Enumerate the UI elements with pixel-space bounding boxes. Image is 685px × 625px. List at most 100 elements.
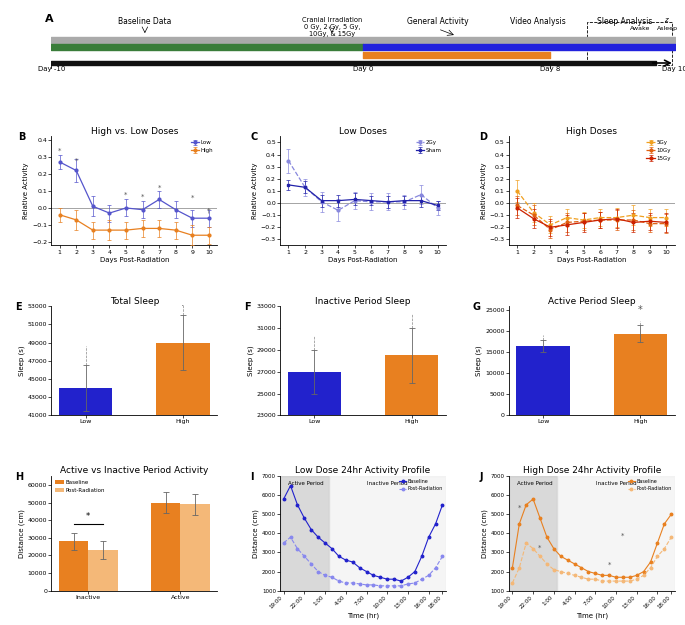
Line: Baseline: Baseline xyxy=(282,484,444,582)
Text: C: C xyxy=(250,132,258,142)
Text: *: * xyxy=(58,148,62,154)
Post-Radiation xyxy=(612,578,620,585)
Post-Radiation xyxy=(279,539,288,547)
Post-Radiation xyxy=(508,579,516,587)
Baseline xyxy=(307,526,315,533)
Post-Radiation xyxy=(543,560,551,568)
Text: Video Analysis: Video Analysis xyxy=(510,17,565,26)
Legend: 5Gy, 10Gy, 15Gy: 5Gy, 10Gy, 15Gy xyxy=(645,139,672,162)
Text: A: A xyxy=(45,14,53,24)
Bar xyxy=(385,356,438,625)
Post-Radiation xyxy=(660,545,669,552)
Baseline xyxy=(362,568,371,575)
Baseline xyxy=(321,539,329,547)
Baseline xyxy=(328,545,336,552)
Baseline xyxy=(564,556,572,564)
Post-Radiation xyxy=(418,576,426,583)
Baseline xyxy=(515,520,523,528)
Text: Day 8: Day 8 xyxy=(540,66,560,72)
Text: *: * xyxy=(141,194,145,199)
Text: *: * xyxy=(75,158,78,164)
Baseline xyxy=(369,572,377,579)
Baseline xyxy=(508,564,516,571)
Post-Radiation xyxy=(328,574,336,581)
Baseline xyxy=(279,495,288,502)
Baseline xyxy=(397,578,405,585)
Title: Active Period Sleep: Active Period Sleep xyxy=(548,296,636,306)
Text: J: J xyxy=(479,472,483,482)
Text: Awake: Awake xyxy=(630,26,650,31)
Bar xyxy=(509,476,558,591)
Post-Radiation xyxy=(404,580,412,587)
Baseline xyxy=(418,552,426,560)
Post-Radiation xyxy=(286,534,295,541)
Post-Radiation xyxy=(335,578,343,585)
Title: Inactive Period Sleep: Inactive Period Sleep xyxy=(315,296,411,306)
Title: Low Dose 24hr Activity Profile: Low Dose 24hr Activity Profile xyxy=(295,466,431,476)
Post-Radiation xyxy=(653,552,662,560)
Post-Radiation xyxy=(432,564,440,571)
Text: D: D xyxy=(479,132,487,142)
Baseline xyxy=(584,568,593,575)
Text: *: * xyxy=(124,192,127,198)
Post-Radiation xyxy=(584,576,593,583)
Baseline xyxy=(633,572,641,579)
Baseline xyxy=(625,574,634,581)
Post-Radiation xyxy=(591,576,599,583)
Post-Radiation xyxy=(356,580,364,587)
Text: *: * xyxy=(538,544,542,551)
Post-Radiation xyxy=(536,552,544,560)
Text: Asleep: Asleep xyxy=(658,26,678,31)
Text: Active Period: Active Period xyxy=(288,481,324,486)
Baseline xyxy=(571,560,579,568)
Baseline xyxy=(522,501,530,509)
Y-axis label: Relative Activity: Relative Activity xyxy=(23,162,29,219)
Bar xyxy=(329,476,446,591)
Line: Baseline: Baseline xyxy=(511,498,673,579)
Baseline xyxy=(404,574,412,581)
Y-axis label: Sleep (s): Sleep (s) xyxy=(476,346,482,376)
X-axis label: Days Post-Radiation: Days Post-Radiation xyxy=(557,258,627,263)
Title: High Doses: High Doses xyxy=(566,127,617,136)
Post-Radiation xyxy=(633,576,641,583)
Text: *: * xyxy=(608,562,611,568)
Baseline xyxy=(411,568,419,575)
Baseline xyxy=(577,564,586,571)
Baseline xyxy=(300,514,308,522)
Y-axis label: Sleep (s): Sleep (s) xyxy=(247,346,253,376)
Text: G: G xyxy=(473,302,480,312)
Baseline xyxy=(550,545,558,552)
Baseline xyxy=(314,534,322,541)
Post-Radiation xyxy=(550,566,558,573)
Baseline xyxy=(432,520,440,528)
Text: *: * xyxy=(518,504,521,511)
Baseline xyxy=(653,539,662,547)
Text: Active Period: Active Period xyxy=(517,481,553,486)
Baseline xyxy=(349,558,357,566)
Baseline xyxy=(536,514,544,522)
Post-Radiation xyxy=(293,545,301,552)
Post-Radiation xyxy=(571,572,579,579)
Text: Sleep Analysis: Sleep Analysis xyxy=(597,17,653,26)
Post-Radiation xyxy=(605,578,613,585)
Post-Radiation xyxy=(515,564,523,571)
Text: B: B xyxy=(18,132,25,142)
Post-Radiation xyxy=(411,579,419,587)
Baseline xyxy=(383,576,391,583)
Title: Low Doses: Low Doses xyxy=(339,127,387,136)
Y-axis label: Distance (cm): Distance (cm) xyxy=(253,509,259,558)
Baseline xyxy=(640,568,648,575)
Post-Radiation xyxy=(321,572,329,579)
Baseline xyxy=(660,520,669,528)
Baseline xyxy=(438,501,447,509)
Baseline xyxy=(557,552,565,560)
Post-Radiation xyxy=(376,582,384,589)
Legend: Baseline, Post-Radiation: Baseline, Post-Radiation xyxy=(399,479,443,492)
Text: Inactive Period: Inactive Period xyxy=(367,481,408,486)
Bar xyxy=(180,504,210,591)
Post-Radiation xyxy=(557,568,565,575)
Text: Day 0: Day 0 xyxy=(353,66,373,72)
Text: ·: · xyxy=(181,301,185,311)
Text: H: H xyxy=(15,472,23,482)
Post-Radiation xyxy=(564,570,572,578)
